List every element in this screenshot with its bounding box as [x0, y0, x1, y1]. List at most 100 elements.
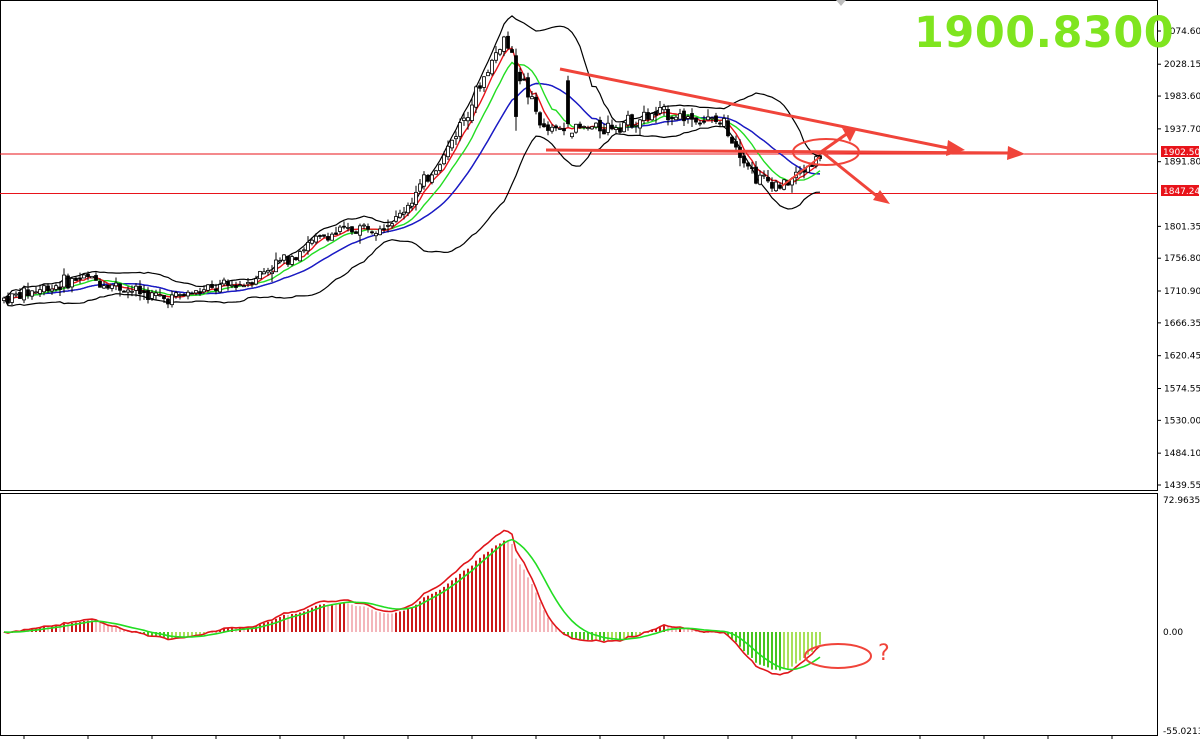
candle-body [646, 112, 650, 120]
candle-body [38, 289, 42, 294]
candle-body [94, 275, 98, 281]
candle-body [634, 124, 638, 127]
candle-body [518, 71, 522, 82]
macd-axis-tick: 72.9635 [1163, 496, 1200, 506]
macd-histogram-bar [283, 614, 285, 632]
macd-histogram-bar [735, 632, 737, 643]
candle-body [26, 289, 30, 296]
macd-histogram-bar [627, 632, 629, 637]
price-panel[interactable] [0, 15, 1157, 309]
macd-panel[interactable] [3, 529, 872, 676]
macd-histogram-bar [759, 632, 761, 665]
macd-histogram-bar [383, 613, 385, 632]
candle-body [166, 298, 170, 305]
candle-body [574, 123, 578, 133]
candle-body [538, 112, 542, 126]
macd-histogram-bar [611, 632, 613, 640]
candle-body [230, 284, 234, 287]
candle-body [734, 141, 738, 148]
macd-histogram-bar [547, 617, 549, 632]
candle-body [550, 126, 554, 132]
candle-body [526, 77, 530, 98]
macd-histogram-bar [195, 632, 197, 636]
macd-histogram-bar [727, 632, 729, 636]
candle-body [682, 110, 686, 122]
candle-body [158, 294, 162, 297]
candle-body [134, 285, 138, 291]
candle-body [478, 85, 482, 89]
candle-body [362, 224, 366, 227]
macd-histogram-bar [795, 632, 797, 664]
candle-body [722, 118, 726, 127]
macd-histogram-bar [143, 632, 145, 634]
macd-histogram-bar [411, 607, 413, 632]
price-axis-tick: 1574.55 [1164, 384, 1200, 394]
price-axis-tick: 1710.90 [1164, 287, 1200, 297]
candle-body [542, 123, 546, 128]
macd-histogram-bar [371, 609, 373, 632]
macd-histogram-bar [755, 632, 757, 663]
scroll-marker-icon[interactable] [836, 0, 846, 6]
arrow-up-head-icon [842, 128, 856, 142]
candle-body [582, 126, 586, 128]
candle-body [666, 109, 670, 121]
svg-text:1847.24: 1847.24 [1163, 187, 1200, 197]
candle-body [242, 285, 246, 288]
candle-body [150, 292, 154, 299]
macd-histogram-bar [531, 584, 533, 632]
candle-body [218, 284, 222, 293]
candle-body [602, 129, 606, 135]
macd-histogram-bar [519, 564, 521, 632]
macd-histogram-bar [255, 626, 257, 632]
candle-body [498, 49, 502, 55]
candle-body [82, 274, 86, 279]
signal-line [3, 538, 821, 671]
candle-body [718, 122, 722, 125]
macd-histogram-bar [535, 592, 537, 632]
macd-histogram-bar [675, 627, 677, 632]
macd-histogram-bar [455, 577, 457, 632]
candle-body [322, 234, 326, 237]
macd-axis-tick: -55.0213 [1163, 727, 1200, 737]
candle-body [254, 278, 258, 285]
macd-histogram-bar [171, 632, 173, 639]
macd-histogram-bar [339, 603, 341, 632]
macd-histogram-bar [299, 612, 301, 632]
macd-histogram-bar [555, 627, 557, 632]
macd-histogram-bar [83, 621, 85, 632]
candle-body [510, 49, 514, 53]
candle-body [198, 291, 202, 294]
candle-body [186, 291, 190, 297]
macd-histogram-bar [295, 613, 297, 632]
macd-histogram-bar [803, 632, 805, 659]
candle-body [154, 292, 158, 296]
candle-body [190, 292, 194, 295]
candle-body [686, 116, 690, 119]
macd-histogram-bar [199, 632, 201, 635]
arrow-down-line [821, 150, 879, 199]
macd-histogram-bar [263, 623, 265, 632]
candle-body [494, 52, 498, 61]
candle-body [178, 294, 182, 296]
candle-body [514, 55, 518, 117]
macd-histogram-bar [591, 632, 593, 641]
candle-body [746, 162, 750, 167]
macd-histogram-bar [187, 632, 189, 637]
candle-body [354, 231, 358, 234]
macd-histogram-bar [311, 607, 313, 632]
candle-body [590, 126, 594, 130]
macd-histogram-bar [359, 606, 361, 632]
macd-histogram-bar [391, 613, 393, 632]
macd-histogram-bar [115, 626, 117, 632]
macd-histogram-bar [59, 626, 61, 632]
candle-body [626, 114, 630, 126]
macd-histogram-bar [203, 632, 205, 634]
candle-body [486, 72, 490, 77]
candle-body [642, 111, 646, 121]
macd-histogram-bar [367, 607, 369, 632]
arrow-head-icon [1007, 146, 1025, 160]
candle-body [690, 113, 694, 120]
macd-histogram-bar [783, 632, 785, 670]
macd-histogram-bar [655, 629, 657, 632]
